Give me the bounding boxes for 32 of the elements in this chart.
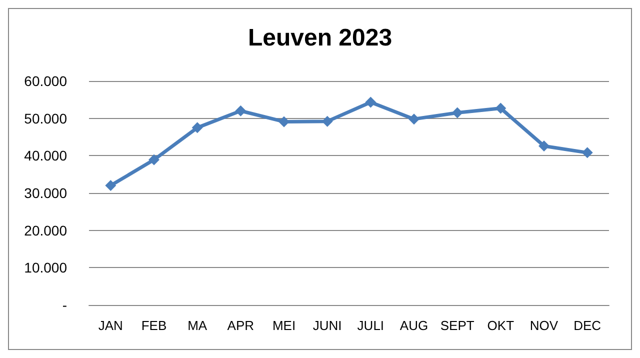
x-tick-label: DEC — [574, 318, 602, 333]
y-tick-label: 30.000 — [24, 185, 68, 201]
point — [495, 102, 506, 114]
x-tick-label: APR — [227, 318, 254, 333]
x-tick-label: MEI — [272, 318, 296, 333]
point — [148, 154, 160, 166]
x-tick-label: SEPT — [440, 318, 474, 333]
x-tick-label: NOV — [530, 318, 558, 333]
x-tick-label: AUG — [400, 318, 428, 333]
point — [235, 105, 246, 116]
point — [192, 122, 203, 134]
chart-title: Leuven 2023 — [248, 24, 392, 52]
y-tick-label: 40.000 — [24, 148, 68, 164]
point — [538, 140, 550, 152]
y-tick-label: 20.000 — [24, 222, 68, 238]
point — [322, 116, 333, 127]
x-tick-label: FEB — [141, 318, 167, 333]
y-tick-label: 60.000 — [24, 73, 68, 89]
point — [105, 180, 116, 192]
point — [582, 147, 593, 158]
x-tick-label: MA — [188, 318, 208, 333]
x-tick-label: JULI — [357, 318, 384, 333]
point — [365, 96, 376, 108]
point — [408, 114, 420, 125]
point — [278, 116, 290, 128]
x-tick-label: OKT — [487, 318, 514, 333]
x-tick-label: JAN — [98, 318, 123, 333]
y-tick-label: 10.000 — [24, 260, 68, 276]
y-tick-label: 50.000 — [24, 110, 68, 126]
point — [452, 107, 463, 118]
x-tick-label: JUNI — [312, 318, 342, 333]
y-tick-label: - — [62, 297, 68, 313]
